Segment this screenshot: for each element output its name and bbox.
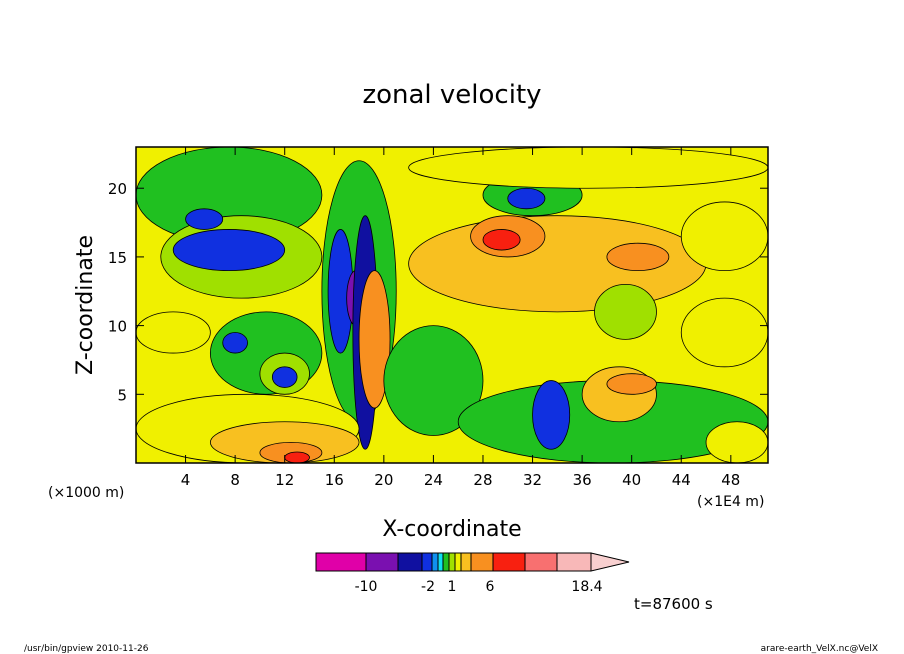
field-region [172, 229, 286, 272]
colorbar-arrow [590, 552, 630, 572]
colorbar-segment [421, 552, 433, 572]
y-axis-label: Z-coordinate [73, 235, 98, 375]
colorbar-segment [365, 552, 399, 572]
velocity-field [136, 147, 768, 463]
field-region [594, 283, 657, 340]
x-tick-label: 24 [424, 471, 443, 489]
colorbar-segment [448, 552, 456, 572]
y-tick-label: 15 [108, 249, 127, 267]
colorbar-segment [492, 552, 526, 572]
field-region [680, 201, 768, 272]
field-region [482, 229, 521, 251]
x-axis-label: X-coordinate [382, 517, 521, 542]
footer-right: arare-earth_VelX.nc@VelX [761, 644, 878, 654]
field-region [136, 311, 211, 354]
field-region [271, 366, 298, 388]
field-region [408, 147, 768, 189]
x-unit-right: (×1E4 m) [697, 494, 764, 510]
colorbar-label: 1 [448, 579, 457, 595]
x-tick-label: 8 [230, 471, 240, 489]
x-axis: 4 8 12 16 20 24 28 32 36 40 44 48 [181, 147, 740, 489]
footer-left: /usr/bin/gpview 2010-11-26 [24, 644, 149, 654]
chart-title: zonal velocity [362, 80, 541, 110]
colorbar-labels: -10 -2 1 6 18.4 [355, 579, 603, 595]
colorbar-segment [524, 552, 558, 572]
x-tick-label: 40 [622, 471, 641, 489]
colorbar-segment [454, 552, 462, 572]
colorbar-segment [315, 552, 367, 572]
x-tick-label: 48 [721, 471, 740, 489]
colorbar-label: 18.4 [571, 579, 602, 595]
colorbar-segment [460, 552, 472, 572]
colorbar-segment [437, 552, 444, 572]
field-region [606, 242, 670, 272]
x-tick-label: 36 [573, 471, 592, 489]
colorbar-segment [397, 552, 423, 572]
field-region [383, 325, 484, 436]
x-tick-label: 32 [523, 471, 542, 489]
x-tick-label: 28 [473, 471, 492, 489]
colorbar-label: -10 [355, 579, 378, 595]
colorbar-segment [556, 552, 592, 572]
field-region [606, 373, 657, 395]
field-region [705, 421, 768, 463]
x-tick-label: 44 [672, 471, 691, 489]
field-region [222, 332, 248, 354]
colorbar-segment [431, 552, 439, 572]
x-unit-left: (×1000 m) [48, 485, 124, 501]
colorbar-segment [442, 552, 450, 572]
field-region [185, 208, 224, 230]
field-region [284, 451, 310, 463]
x-tick-label: 16 [325, 471, 344, 489]
time-label: t=87600 s [634, 595, 713, 613]
x-tick-label: 20 [374, 471, 393, 489]
x-tick-label: 4 [181, 471, 191, 489]
field-region [680, 297, 768, 368]
x-tick-label: 12 [275, 471, 294, 489]
field-region [358, 270, 391, 409]
y-tick-label: 20 [108, 180, 127, 198]
y-tick-label: 5 [117, 386, 127, 404]
y-tick-label: 10 [108, 318, 127, 336]
plot-frame [135, 146, 769, 464]
y-axis: 5 10 15 20 [108, 180, 768, 404]
field-region [532, 380, 571, 450]
colorbar-segment [470, 552, 494, 572]
colorbar-label: 6 [486, 579, 495, 595]
colorbar [315, 552, 630, 572]
colorbar-label: -2 [421, 579, 435, 595]
field-region [507, 187, 546, 210]
